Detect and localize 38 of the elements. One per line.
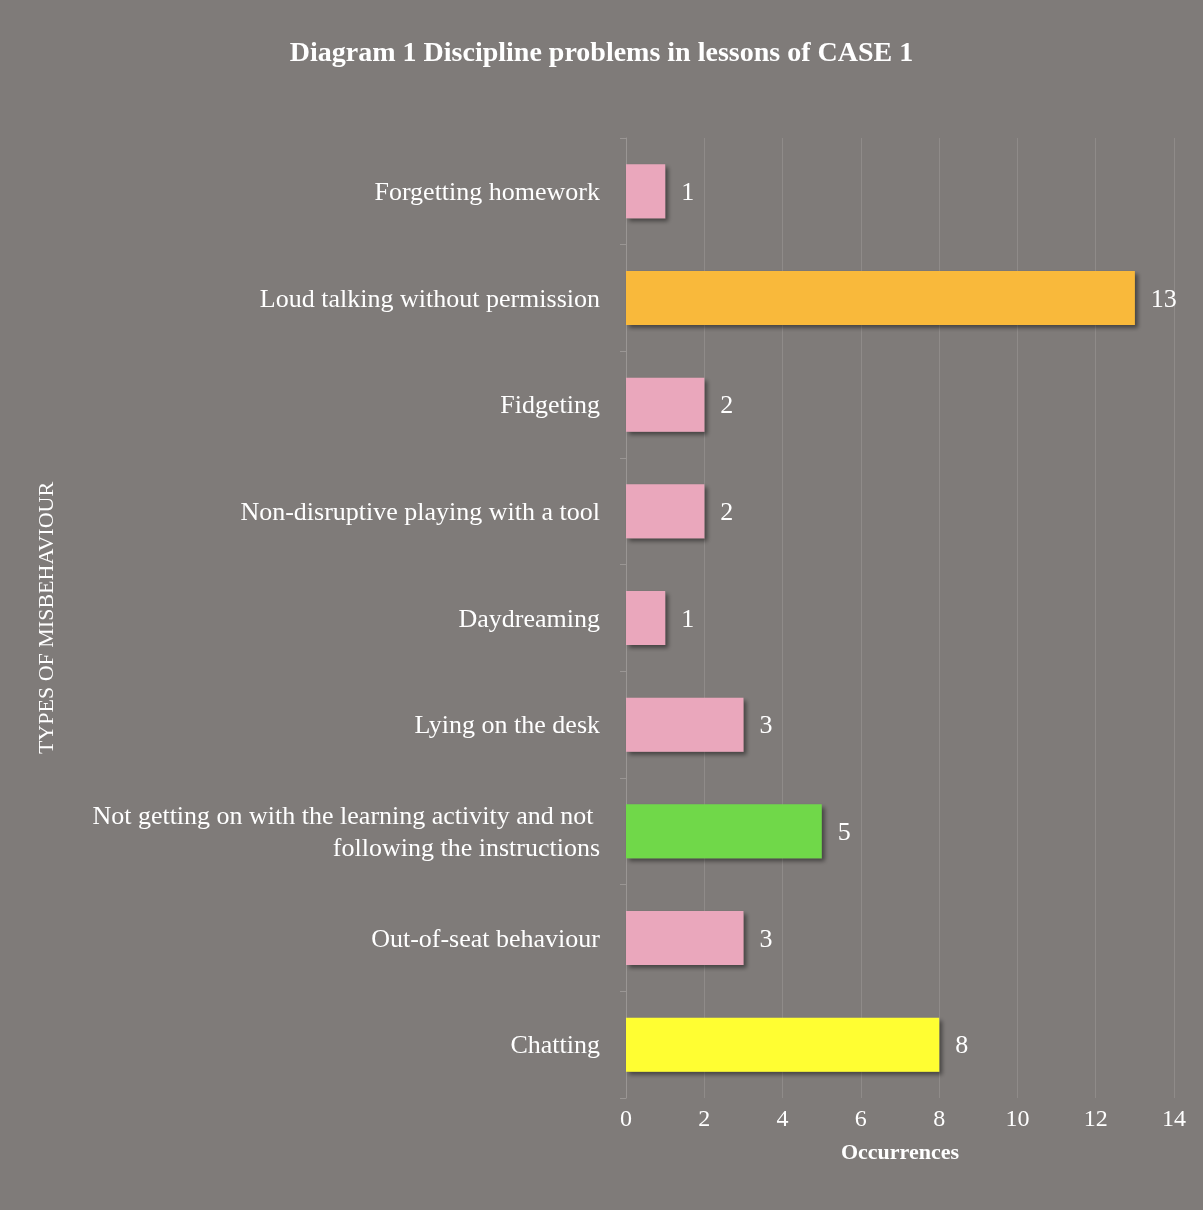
x-tick-label: 0 xyxy=(620,1105,632,1131)
data-label: 2 xyxy=(720,390,734,420)
data-label: 3 xyxy=(759,710,773,740)
y-tick-label: Out-of-seat behaviour xyxy=(371,923,601,953)
bar xyxy=(626,911,744,965)
data-label: 13 xyxy=(1150,283,1177,313)
y-axis-title: TYPES OF MISBEHAVIOUR xyxy=(32,481,58,755)
x-tick-label: 12 xyxy=(1083,1105,1108,1131)
y-tick-label: Lying on the desk xyxy=(414,710,600,740)
chart-title: Diagram 1 Discipline problems in lessons of CASE 1 xyxy=(289,35,914,67)
data-label: 8 xyxy=(955,1030,969,1060)
data-label: 1 xyxy=(681,603,695,633)
x-axis-title: Occurrences xyxy=(840,1138,960,1164)
y-tick-label: Daydreaming xyxy=(458,603,600,633)
y-tick-label: Non-disruptive playing with a tool xyxy=(240,496,600,526)
data-label: 1 xyxy=(681,176,695,206)
x-tick-label: 8 xyxy=(933,1105,946,1131)
x-tick-label: 14 xyxy=(1162,1105,1186,1131)
bar xyxy=(626,271,1135,325)
bar xyxy=(626,804,822,859)
y-tick-label: Chatting xyxy=(510,1030,600,1060)
x-tick-label: 2 xyxy=(698,1105,711,1131)
data-label: 3 xyxy=(759,923,773,953)
y-tick-label: Loud talking without permission xyxy=(259,283,600,313)
bar xyxy=(626,697,744,752)
x-tick-label: 10 xyxy=(1005,1105,1030,1131)
bar xyxy=(626,164,666,219)
x-tick-label: 6 xyxy=(854,1105,867,1131)
y-tick-label: Not getting on with the learning activity and not following the instructions xyxy=(92,800,600,862)
bar xyxy=(626,484,705,539)
bar xyxy=(626,1017,940,1072)
bar xyxy=(626,377,705,432)
y-tick-label: Forgetting homework xyxy=(374,176,600,206)
x-tick-label: 4 xyxy=(776,1105,789,1131)
bar xyxy=(626,591,666,645)
data-label: 5 xyxy=(837,816,851,846)
y-tick-label: Fidgeting xyxy=(500,390,600,420)
data-label: 2 xyxy=(720,496,734,526)
